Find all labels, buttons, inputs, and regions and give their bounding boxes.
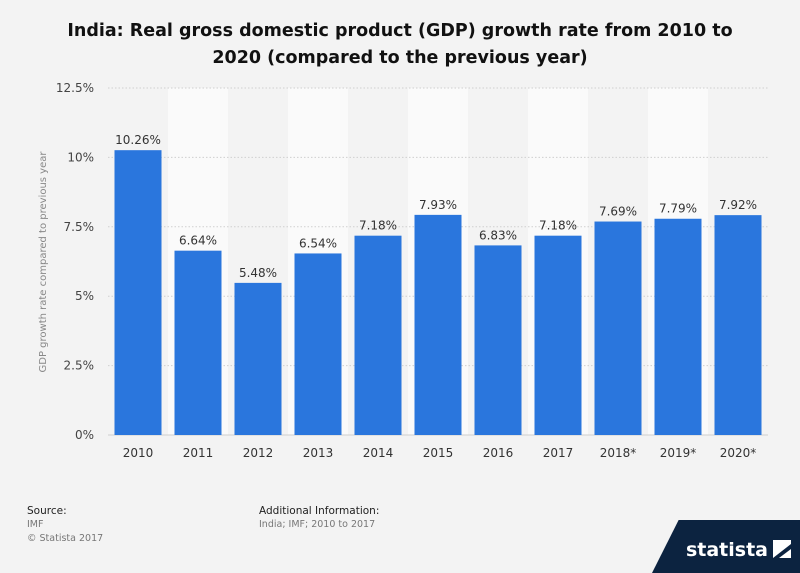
y-axis-label: GDP growth rate compared to previous yea… xyxy=(38,151,49,373)
data-label: 7.93% xyxy=(419,198,457,212)
bar xyxy=(294,253,342,435)
additional-info-value: India; IMF; 2010 to 2017 xyxy=(259,519,376,530)
x-tick-label: 2019* xyxy=(660,446,697,460)
bar xyxy=(714,215,762,435)
bars xyxy=(114,150,762,435)
x-tick-label: 2011 xyxy=(183,446,214,460)
bar xyxy=(654,218,702,435)
additional-info-label: Additional Information: xyxy=(259,505,380,517)
data-label: 6.83% xyxy=(479,228,517,242)
statista-logo[interactable]: statista xyxy=(652,520,800,573)
bar xyxy=(174,250,222,435)
x-tick-label: 2013 xyxy=(303,446,334,460)
y-tick-label: 10% xyxy=(67,150,94,164)
bar xyxy=(474,245,522,435)
bar-chart: 0% 2.5% 5% 7.5% 10% 12.5% 10.26% 6.64% 5.48% 6.5… xyxy=(38,81,768,460)
bar xyxy=(594,221,642,435)
data-labels: 10.26% 6.64% 5.48% 6.54% 7.18% 7.93% 6.83% 7.18… xyxy=(115,133,757,280)
y-tick-label: 0% xyxy=(75,428,94,442)
data-label: 6.64% xyxy=(179,234,217,248)
x-tick-label: 2018* xyxy=(600,446,637,460)
data-label: 5.48% xyxy=(239,266,277,280)
bar xyxy=(234,282,282,435)
x-tick-label: 2016 xyxy=(483,446,514,460)
x-tick-label: 2012 xyxy=(243,446,274,460)
copyright: © Statista 2017 xyxy=(27,533,104,544)
source-value: IMF xyxy=(27,519,44,530)
y-tick-label: 7.5% xyxy=(64,220,95,234)
bar xyxy=(354,235,402,435)
data-label: 7.18% xyxy=(539,219,577,233)
bar xyxy=(414,214,462,435)
y-tick-label: 12.5% xyxy=(56,81,94,95)
statista-logo-icon xyxy=(773,540,791,558)
y-tick-label: 5% xyxy=(75,289,94,303)
data-label: 10.26% xyxy=(115,133,161,147)
y-axis-tick-labels: 0% 2.5% 5% 7.5% 10% 12.5% xyxy=(56,81,94,442)
x-tick-label: 2020* xyxy=(720,446,757,460)
bar xyxy=(534,235,582,435)
x-axis-tick-labels: 2010 2011 2012 2013 2014 2015 2016 2017 2018* 201… xyxy=(123,446,757,460)
x-tick-label: 2014 xyxy=(363,446,394,460)
chart-title: India: Real gross domestic product (GDP)… xyxy=(67,21,733,68)
data-label: 7.69% xyxy=(599,205,637,219)
x-tick-label: 2017 xyxy=(543,446,574,460)
data-label: 7.18% xyxy=(359,219,397,233)
data-label: 6.54% xyxy=(299,236,337,250)
data-label: 7.92% xyxy=(719,198,757,212)
bar xyxy=(114,150,162,435)
brand-name: statista xyxy=(685,539,768,561)
footer-additional-info: Additional Information: India; IMF; 2010… xyxy=(259,505,379,532)
data-label: 7.79% xyxy=(659,202,697,216)
x-tick-label: 2010 xyxy=(123,446,154,460)
x-tick-label: 2015 xyxy=(423,446,454,460)
y-tick-label: 2.5% xyxy=(64,359,95,373)
footer-source: Source: IMF © Statista 2017 xyxy=(27,505,103,546)
source-label: Source: xyxy=(27,505,67,517)
